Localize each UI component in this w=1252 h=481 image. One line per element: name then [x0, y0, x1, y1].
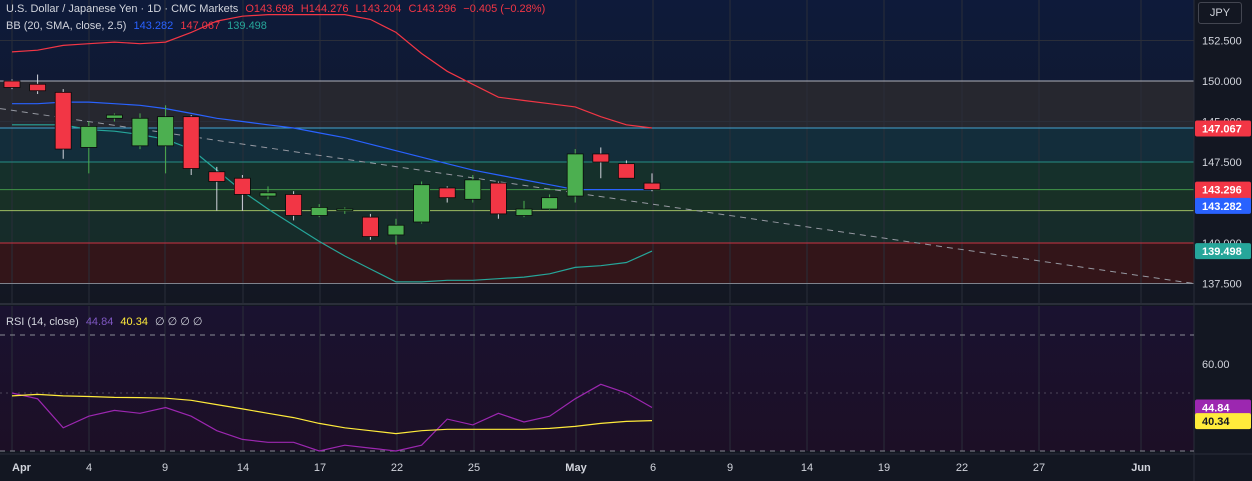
- price-tick-label: 150.000: [1202, 76, 1242, 88]
- rsi-extra-values: ∅ ∅ ∅ ∅: [155, 316, 203, 328]
- candle-body: [233, 177, 251, 195]
- candle-body: [29, 83, 47, 92]
- candle-body: [3, 80, 21, 88]
- time-tick-label: 9: [162, 462, 168, 474]
- last-price-label: 143.296: [1202, 185, 1242, 197]
- rsi-legend[interactable]: RSI (14, close) 44.84 40.34 ∅ ∅ ∅ ∅: [6, 315, 207, 328]
- upper-band-label: 147.067: [1202, 124, 1242, 136]
- candle-body: [387, 224, 405, 236]
- time-tick-label: Apr: [12, 462, 32, 474]
- lower-band-label: 139.498: [1202, 246, 1242, 258]
- time-tick-label: 6: [650, 462, 656, 474]
- rsi-ma-value: 40.34: [120, 316, 148, 328]
- change-value: −0.405 (−0.28%): [463, 3, 546, 15]
- candle-body: [157, 116, 175, 147]
- candle-body: [438, 187, 456, 199]
- rsi-value-label-bg: [1195, 399, 1251, 416]
- level-zone: [0, 162, 1194, 190]
- candle-body: [361, 216, 379, 237]
- time-tick-label: 25: [468, 462, 480, 474]
- level-zone: [0, 210, 1194, 244]
- symbol-title[interactable]: U.S. Dollar / Japanese Yen · 1D · CMC Ma…: [6, 3, 239, 15]
- high-value: H144.276: [300, 3, 349, 15]
- time-tick-label: 19: [878, 462, 890, 474]
- candle-body: [618, 163, 635, 179]
- time-tick-label: 17: [314, 462, 326, 474]
- candle-body: [515, 208, 533, 216]
- bb-upper-value: 147.067: [180, 20, 221, 32]
- upper-band-label-bg: [1195, 120, 1251, 137]
- time-tick-label: 27: [1033, 462, 1045, 474]
- price-tick-label: 147.500: [1202, 157, 1242, 169]
- candle-body: [336, 208, 354, 212]
- level-zone: [0, 243, 1194, 284]
- basis-label-bg: [1195, 197, 1251, 214]
- candle-body: [182, 116, 200, 169]
- level-zone: [0, 81, 1194, 129]
- rsi-ma-line: [11, 393, 653, 435]
- bb-upper-line: [11, 14, 653, 129]
- price-tick-label: 152.500: [1202, 36, 1242, 48]
- rsi-ma-label-bg: [1195, 413, 1251, 430]
- candle-body: [489, 182, 507, 215]
- rsi-value-label: 44.84: [1202, 403, 1230, 415]
- time-tick-label: May: [565, 462, 587, 474]
- candle-body: [208, 171, 226, 182]
- rsi-ma-label: 40.34: [1202, 416, 1230, 428]
- rsi-label: RSI (14, close): [6, 316, 79, 328]
- level-zone: [0, 189, 1194, 211]
- candle-body: [413, 184, 431, 223]
- rsi-pane-background: [0, 306, 1194, 451]
- time-tick-label: Jun: [1131, 462, 1151, 474]
- candle-body: [131, 117, 149, 147]
- bb-legend[interactable]: BB (20, SMA, close, 2.5) 143.282 147.067…: [6, 20, 271, 32]
- candle-body: [541, 197, 558, 210]
- time-tick-label: 4: [86, 462, 92, 474]
- rsi-value: 44.84: [85, 316, 114, 328]
- candle-body: [643, 182, 661, 190]
- bb-basis-line: [12, 101, 652, 191]
- candle-body: [80, 125, 98, 148]
- candle-body: [592, 153, 610, 163]
- time-tick-label: 14: [237, 462, 249, 474]
- symbol-legend: U.S. Dollar / Japanese Yen · 1D · CMC Ma…: [6, 3, 549, 15]
- bb-basis-value: 143.282: [133, 20, 174, 32]
- candle-body: [259, 192, 277, 197]
- open-value: O143.698: [245, 3, 294, 15]
- candle-body: [285, 194, 303, 216]
- rsi-line: [11, 383, 653, 452]
- currency-button[interactable]: JPY: [1198, 2, 1242, 24]
- time-tick-label: 14: [801, 462, 813, 474]
- time-tick-label: 22: [956, 462, 968, 474]
- candle-body: [310, 207, 328, 216]
- low-value: L143.204: [355, 3, 402, 15]
- candle-body: [54, 91, 72, 150]
- bb-lower-line: [12, 124, 653, 283]
- basis-label: 143.282: [1202, 201, 1242, 213]
- close-value: C143.296: [408, 3, 457, 15]
- bb-label: BB (20, SMA, close, 2.5): [6, 20, 127, 32]
- candle-body: [464, 179, 482, 200]
- candle-body: [106, 114, 123, 119]
- time-tick-label: 22: [391, 462, 403, 474]
- lower-band-label-bg: [1195, 243, 1251, 260]
- candle-body: [566, 153, 584, 197]
- rsi-tick-label: 60.00: [1202, 359, 1230, 371]
- price-tick-label: 137.500: [1202, 279, 1242, 291]
- time-tick-label: 9: [727, 462, 733, 474]
- bb-lower-value: 139.498: [227, 20, 267, 32]
